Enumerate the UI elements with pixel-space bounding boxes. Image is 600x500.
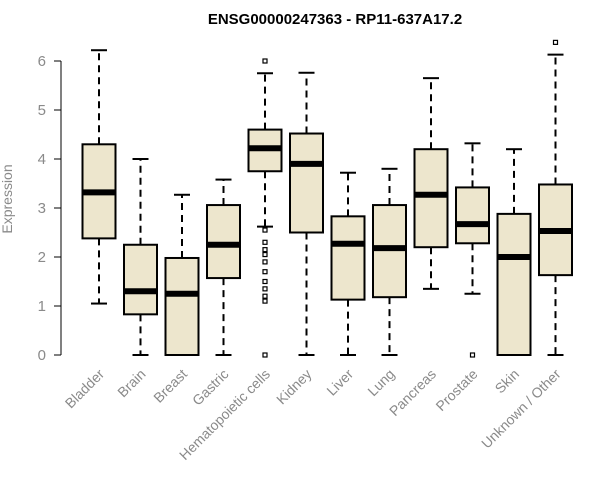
outlier-point	[262, 286, 268, 292]
chart-title: ENSG00000247363 - RP11-637A17.2	[208, 11, 462, 28]
y-tick-label: 1	[38, 298, 46, 315]
box-iqr	[123, 243, 158, 316]
x-tick-label: Bladder	[62, 366, 108, 412]
box-iqr	[330, 215, 366, 301]
outlier-point	[262, 247, 268, 253]
x-tick-label: Brain	[114, 366, 148, 400]
box-iqr	[455, 186, 490, 245]
outlier-point	[262, 293, 268, 299]
outlier-point	[262, 251, 268, 258]
outlier-point	[262, 298, 268, 304]
y-tick-label: 2	[38, 249, 46, 266]
x-tick-label: Prostate	[432, 366, 480, 414]
x-tick-label: Liver	[323, 366, 356, 399]
y-tick-label: 4	[38, 151, 46, 168]
outlier-point	[262, 269, 268, 275]
y-tick-label: 5	[38, 102, 46, 119]
y-tick-label: 6	[38, 53, 46, 70]
box-breast	[164, 193, 200, 357]
y-axis-label: Expression	[0, 164, 15, 233]
box-prostate	[455, 142, 490, 358]
y-axis: 0 1 2 3 4 5 6	[38, 53, 62, 364]
box-pancreas	[413, 77, 449, 290]
box-iqr	[413, 148, 449, 249]
outlier-point	[262, 278, 268, 285]
box-iqr	[206, 204, 241, 280]
box-iqr	[496, 212, 532, 356]
x-tick-label: Unknown / Other	[478, 366, 564, 452]
box-unknown-other	[538, 39, 573, 356]
x-tick-label: Lung	[364, 366, 397, 399]
box-liver	[330, 171, 366, 356]
outlier-point	[262, 227, 268, 233]
outlier-point	[262, 239, 268, 245]
box-bladder	[81, 49, 117, 305]
x-tick-label: Kidney	[273, 366, 315, 408]
box-lung	[372, 167, 407, 356]
box-hematopoietic-cells	[247, 58, 283, 358]
x-tick-label: Breast	[150, 366, 190, 406]
box-kidney	[289, 71, 324, 356]
outlier-point	[469, 352, 476, 358]
outlier-point	[262, 259, 268, 265]
box-iqr	[289, 132, 324, 234]
outlier-point	[552, 39, 559, 45]
boxes-group	[81, 39, 573, 358]
x-tick-label: Skin	[492, 366, 523, 397]
outlier-point	[262, 352, 268, 358]
box-skin	[496, 148, 532, 356]
box-brain	[123, 158, 158, 356]
y-tick-label: 0	[38, 347, 46, 364]
box-gastric	[206, 178, 241, 356]
outlier-point	[262, 58, 268, 64]
box-iqr	[164, 256, 200, 357]
y-tick-label: 3	[38, 200, 46, 217]
